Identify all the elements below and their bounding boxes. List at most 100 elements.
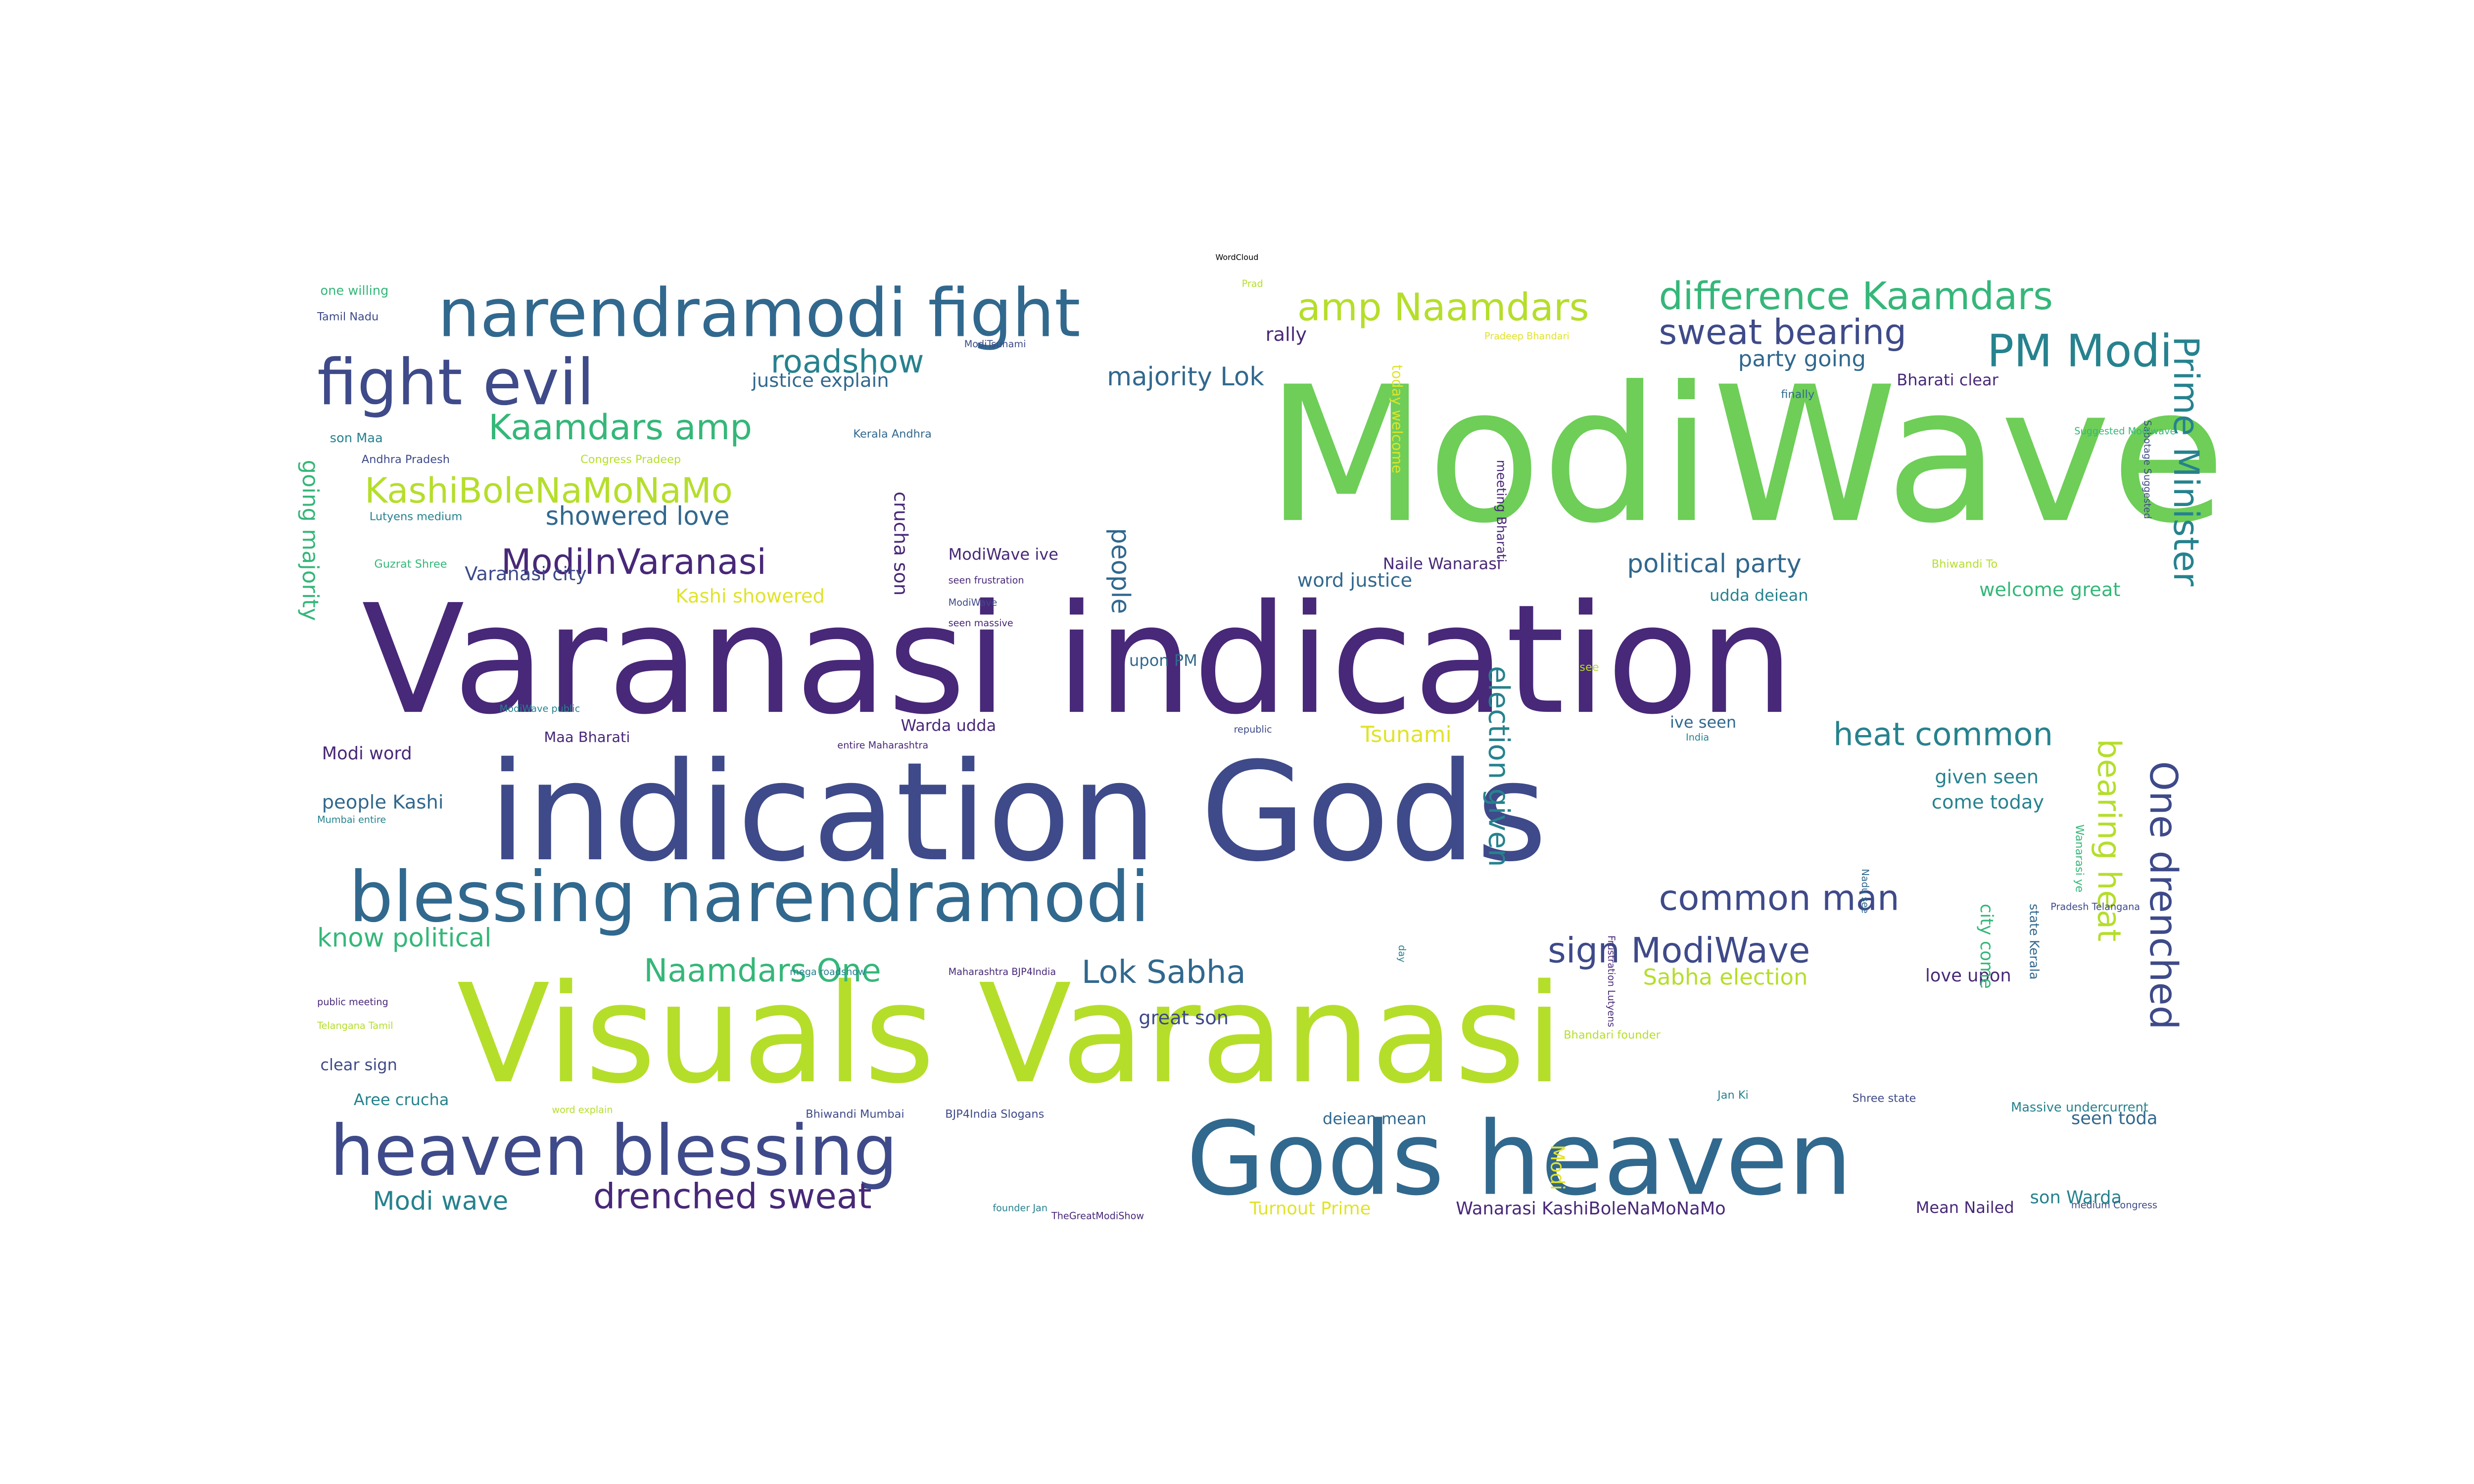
cloud-word: Nadu see — [1858, 869, 1870, 914]
cloud-word: Suggested Modiwave — [2074, 426, 2176, 438]
cloud-word: BJP4India Slogans — [945, 1108, 1045, 1121]
cloud-word: founder Jan — [993, 1203, 1048, 1215]
cloud-word: Kashi showered — [675, 585, 825, 607]
cloud-word: Andhra Pradesh — [361, 453, 450, 466]
cloud-word: Naamdars One — [644, 951, 881, 989]
cloud-word: seen frustration — [948, 575, 1024, 587]
cloud-word: Visuals Varanasi — [457, 956, 1564, 1115]
cloud-word: indication Gods — [488, 734, 1547, 893]
cloud-word: Sabha election — [1643, 965, 1808, 991]
cloud-word: clear sign — [320, 1057, 397, 1075]
cloud-word: Telangana Tamil — [317, 1021, 393, 1032]
cloud-word: welcome great — [1979, 578, 2121, 601]
cloud-word: upon PM — [1129, 653, 1197, 671]
cloud-word: today welcome — [1387, 365, 1404, 474]
cloud-word: Varanasi city — [465, 562, 587, 585]
cloud-word: seen massive — [948, 618, 1013, 630]
cloud-word: Modi wave — [373, 1186, 509, 1216]
cloud-word: Wanarasi ye — [2073, 824, 2086, 893]
cloud-word: roadshow — [770, 342, 924, 381]
cloud-word: Maa Bharati — [544, 731, 630, 747]
cloud-word: India — [1686, 732, 1710, 744]
cloud-word: medium Congress — [2071, 1200, 2157, 1211]
cloud-word: Bhiwandi Mumbai — [806, 1108, 904, 1121]
cloud-word: PM Modi — [1987, 325, 2173, 377]
cloud-word: sign ModiWave — [1548, 932, 1810, 972]
cloud-word: Warda udda — [901, 718, 997, 736]
cloud-word: Maharashtra BJP4India — [948, 967, 1056, 978]
cloud-word: mega roadshow — [790, 967, 866, 978]
cloud-word: Prime Minister — [2164, 336, 2205, 587]
cloud-word: city come — [1976, 903, 1997, 989]
cloud-word: TheGreatModiShow — [1051, 1211, 1144, 1223]
cloud-word: majority Lok — [1107, 361, 1265, 392]
cloud-word: Bharati clear — [1897, 372, 1998, 390]
cloud-word: showered love — [545, 501, 730, 531]
cloud-word: crucha son — [890, 491, 912, 596]
cloud-word: difference Kaamdars — [1659, 274, 2053, 319]
cloud-word: know political — [317, 923, 492, 953]
cloud-word: Pradeep Bhandari — [1484, 331, 1570, 343]
cloud-word: ive seen — [1669, 715, 1737, 733]
cloud-word: common man — [1659, 880, 1900, 920]
cloud-word: Guzrat Shree — [374, 558, 447, 571]
cloud-word: fight evil — [317, 347, 595, 420]
cloud-word: ModiTsunami — [964, 339, 1026, 351]
cloud-word: ModiWave — [1265, 345, 2226, 565]
cloud-word: Wanarasi KashiBoleNaMoNaMo — [1456, 1199, 1726, 1219]
cloud-word: Lok Sabha — [1081, 953, 1246, 991]
cloud-word: deiean mean — [1323, 1111, 1427, 1129]
cloud-word: ModiWave — [948, 598, 998, 609]
cloud-word: Congress Pradeep — [580, 453, 681, 466]
cloud-word: udda deiean — [1710, 588, 1808, 606]
cloud-word: Modi word — [322, 743, 412, 764]
cloud-word: going majority — [296, 460, 322, 621]
cloud-word: election given — [1481, 666, 1515, 867]
cloud-word: Bhandari founder — [1564, 1029, 1661, 1042]
cloud-word: son Maa — [330, 431, 383, 446]
cloud-word: heaven blessing — [330, 1111, 898, 1193]
cloud-word: blessing narendramodi — [349, 857, 1150, 939]
cloud-word: seen toda — [2071, 1108, 2158, 1129]
cloud-word: Pradesh Telangana — [2050, 902, 2141, 914]
cloud-word: son Warda — [2030, 1187, 2122, 1208]
cloud-word: Tsunami — [1360, 723, 1452, 748]
cloud-word: party going — [1738, 347, 1866, 373]
cloud-word: Naile Wanarasi — [1382, 556, 1501, 574]
word-cloud: ModiWave Varanasi indication indication Go… — [296, 269, 2255, 1223]
cloud-word: public meeting — [317, 997, 388, 1009]
cloud-word: justice explain — [752, 369, 889, 392]
cloud-word: day — [1395, 945, 1407, 963]
cloud-word: Modi — [1546, 1145, 1569, 1190]
cloud-word: people Kashi — [322, 791, 444, 814]
cloud-word: Lutyens medium — [369, 510, 463, 523]
cloud-word: amp Naamdars — [1297, 285, 1589, 330]
cloud-word: Mumbai entire — [317, 815, 386, 826]
cloud-word: entire Maharashtra — [837, 740, 929, 752]
cloud-word: Mean Nailed — [1915, 1200, 2014, 1218]
cloud-word: come today — [1931, 791, 2045, 814]
cloud-word: Kerala Andhra — [853, 428, 932, 441]
cloud-word: ModiInVaranasi — [501, 544, 767, 584]
cloud-word: one willing — [320, 283, 389, 298]
cloud-word: One drenched — [2141, 761, 2186, 1030]
cloud-word: Frustration Lutyens — [1605, 935, 1616, 1027]
cloud-word: see — [1579, 661, 1599, 674]
cloud-word: ModiWave public — [499, 704, 580, 715]
cloud-word: heat common — [1833, 715, 2053, 753]
cloud-word: people — [1105, 528, 1136, 614]
cloud-word: KashiBoleNaMoNaMo — [365, 472, 733, 512]
cloud-word: Kaamdars amp — [488, 409, 753, 449]
cloud-word: republic — [1234, 724, 1272, 736]
cloud-word: state Kerala — [2027, 903, 2041, 980]
cloud-word: ModiWave ive — [948, 547, 1058, 565]
cloud-word: Shree state — [1852, 1092, 1916, 1105]
cloud-word: meeting Bharati — [1494, 460, 1509, 562]
cloud-word: word explain — [552, 1105, 613, 1116]
cloud-word: love upon — [1925, 965, 2011, 986]
cloud-word: Bhiwandi To — [1931, 558, 1998, 571]
cloud-word: Prad — [1241, 279, 1263, 290]
cloud-word: given seen — [1935, 766, 2039, 788]
cloud-word: Gods heaven — [1186, 1102, 1853, 1219]
